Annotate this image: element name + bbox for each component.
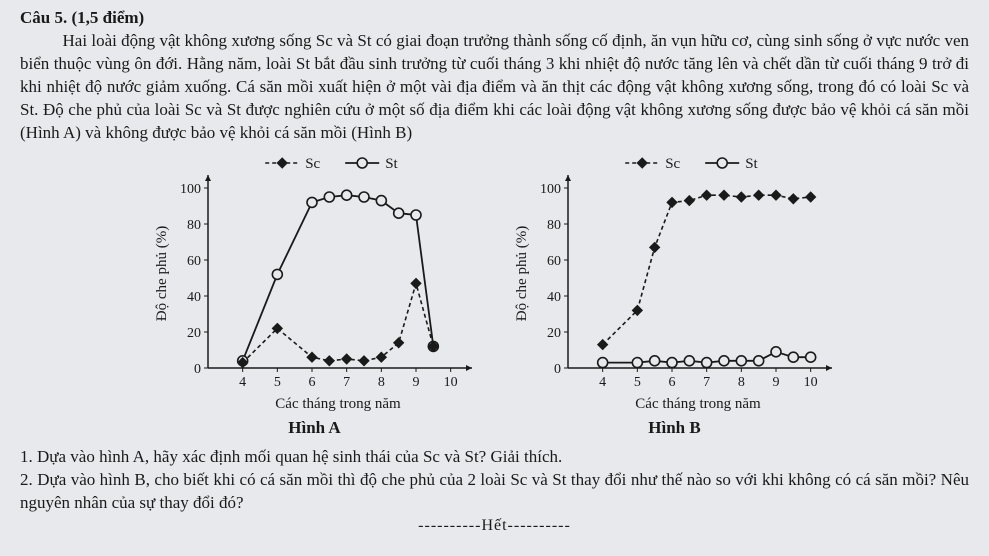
svg-text:Các tháng trong năm: Các tháng trong năm bbox=[635, 396, 761, 412]
svg-text:8: 8 bbox=[377, 375, 384, 390]
svg-text:0: 0 bbox=[554, 362, 561, 377]
svg-text:80: 80 bbox=[187, 218, 201, 233]
svg-text:8: 8 bbox=[737, 375, 744, 390]
chart-a-title: Hình A bbox=[288, 418, 340, 438]
svg-text:Sc: Sc bbox=[305, 156, 320, 172]
question-heading: Câu 5. (1,5 điểm) bbox=[20, 8, 969, 28]
svg-text:6: 6 bbox=[668, 375, 675, 390]
exam-page: Câu 5. (1,5 điểm) Hai loài động vật khôn… bbox=[0, 0, 989, 547]
svg-text:St: St bbox=[385, 156, 398, 172]
svg-text:5: 5 bbox=[273, 375, 280, 390]
svg-text:Độ che phủ (%): Độ che phủ (%) bbox=[154, 225, 170, 320]
chart-b-block: 0 20 40 60 80 100 4 5 6 7 8 9 10 Các tháng trong năm Đ… bbox=[510, 151, 840, 438]
questions-block: 1. Dựa vào hình A, hãy xác định mối quan… bbox=[20, 446, 969, 515]
svg-text:Độ che phủ (%): Độ che phủ (%) bbox=[514, 225, 530, 320]
question-2: 2. Dựa vào hình B, cho biết khi có cá să… bbox=[20, 469, 969, 515]
svg-text:6: 6 bbox=[308, 375, 315, 390]
svg-text:60: 60 bbox=[547, 254, 561, 269]
svg-text:80: 80 bbox=[547, 218, 561, 233]
svg-text:40: 40 bbox=[187, 290, 201, 305]
charts-row: 02040608010045678910Các tháng trong nămĐ… bbox=[20, 151, 969, 438]
chart-b: 0 20 40 60 80 100 4 5 6 7 8 9 10 Các tháng trong năm Đ… bbox=[510, 151, 840, 416]
svg-text:20: 20 bbox=[187, 326, 201, 341]
question-1: 1. Dựa vào hình A, hãy xác định mối quan… bbox=[20, 446, 969, 469]
svg-text:40: 40 bbox=[547, 290, 561, 305]
svg-text:St: St bbox=[745, 156, 758, 172]
question-paragraph: Hai loài động vật không xương sống Sc và… bbox=[20, 30, 969, 145]
svg-text:4: 4 bbox=[599, 375, 606, 390]
svg-text:100: 100 bbox=[180, 182, 201, 197]
svg-text:7: 7 bbox=[703, 375, 710, 390]
svg-text:9: 9 bbox=[772, 375, 779, 390]
svg-text:4: 4 bbox=[239, 375, 246, 390]
svg-text:9: 9 bbox=[412, 375, 419, 390]
footer-line: ----------Hết---------- bbox=[20, 517, 969, 535]
svg-text:100: 100 bbox=[540, 182, 561, 197]
svg-text:7: 7 bbox=[343, 375, 350, 390]
svg-text:5: 5 bbox=[633, 375, 640, 390]
svg-text:0: 0 bbox=[194, 362, 201, 377]
chart-a: 0 20 40 60 80 100 4 5 6 7 8 9 10 Các tháng trong năm Đ… bbox=[150, 151, 480, 416]
svg-text:10: 10 bbox=[803, 375, 817, 390]
svg-text:Các tháng trong năm: Các tháng trong năm bbox=[275, 396, 401, 412]
chart-a-block: 0 20 40 60 80 100 4 5 6 7 8 9 10 Các tháng trong năm Đ… bbox=[150, 151, 480, 438]
svg-text:60: 60 bbox=[187, 254, 201, 269]
chart-b-title: Hình B bbox=[648, 418, 700, 438]
svg-text:10: 10 bbox=[443, 375, 457, 390]
svg-text:20: 20 bbox=[547, 326, 561, 341]
svg-text:Sc: Sc bbox=[665, 156, 680, 172]
